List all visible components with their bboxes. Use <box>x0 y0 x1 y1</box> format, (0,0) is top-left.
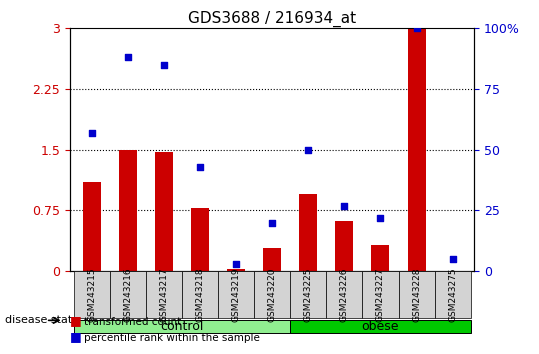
Bar <box>191 208 209 271</box>
Point <box>160 62 168 68</box>
Bar <box>263 249 281 271</box>
Bar <box>119 150 137 271</box>
FancyBboxPatch shape <box>290 271 326 318</box>
Text: GSM243227: GSM243227 <box>376 267 385 322</box>
Text: GSM243218: GSM243218 <box>196 267 204 322</box>
FancyBboxPatch shape <box>254 271 290 318</box>
Text: obese: obese <box>362 320 399 333</box>
Text: GSM243226: GSM243226 <box>340 267 349 322</box>
Bar <box>335 221 354 271</box>
Text: GSM243216: GSM243216 <box>123 267 132 322</box>
Point <box>268 220 277 225</box>
Text: GSM243217: GSM243217 <box>160 267 168 322</box>
FancyBboxPatch shape <box>74 320 290 333</box>
FancyBboxPatch shape <box>326 271 362 318</box>
FancyBboxPatch shape <box>110 271 146 318</box>
Text: transformed count: transformed count <box>84 318 181 327</box>
Point <box>232 261 240 267</box>
Text: GSM243220: GSM243220 <box>268 267 277 322</box>
Text: ■: ■ <box>70 330 82 343</box>
Bar <box>155 152 173 271</box>
Bar <box>371 245 390 271</box>
Bar <box>227 269 245 271</box>
Text: GSM243219: GSM243219 <box>232 267 240 322</box>
Point <box>304 147 313 153</box>
Point <box>87 130 96 136</box>
Point <box>196 164 204 170</box>
FancyBboxPatch shape <box>434 271 471 318</box>
Point <box>448 256 457 262</box>
FancyBboxPatch shape <box>362 271 398 318</box>
FancyBboxPatch shape <box>290 320 471 333</box>
Text: GSM243215: GSM243215 <box>87 267 96 322</box>
Bar <box>82 182 101 271</box>
Bar <box>407 28 426 271</box>
FancyBboxPatch shape <box>218 271 254 318</box>
Text: ■: ■ <box>70 314 82 327</box>
Text: percentile rank within the sample: percentile rank within the sample <box>84 333 259 343</box>
FancyBboxPatch shape <box>146 271 182 318</box>
FancyBboxPatch shape <box>74 271 110 318</box>
Bar <box>299 194 317 271</box>
Text: disease state: disease state <box>5 315 80 325</box>
Point <box>376 215 385 221</box>
FancyBboxPatch shape <box>398 271 434 318</box>
Text: control: control <box>160 320 204 333</box>
Point <box>412 25 421 31</box>
Point <box>123 55 132 60</box>
FancyBboxPatch shape <box>182 271 218 318</box>
Text: GSM243275: GSM243275 <box>448 267 457 322</box>
Point <box>340 203 349 209</box>
Title: GDS3688 / 216934_at: GDS3688 / 216934_at <box>188 11 356 27</box>
Text: GSM243228: GSM243228 <box>412 267 421 322</box>
Text: GSM243225: GSM243225 <box>304 267 313 322</box>
